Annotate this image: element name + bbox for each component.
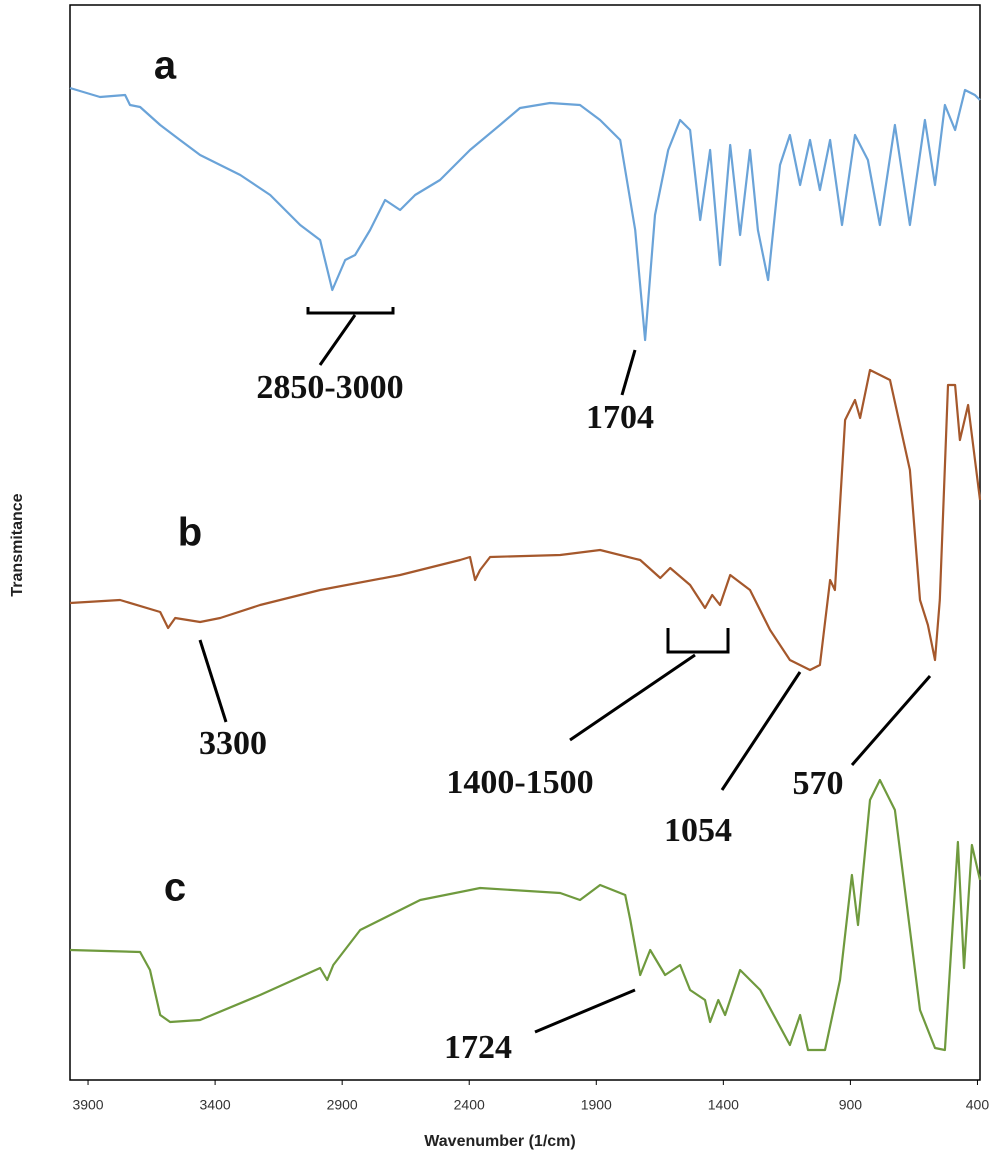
annotation: 570: [793, 765, 844, 802]
series-label: b: [178, 511, 202, 555]
x-tick-label: 1900: [581, 1097, 612, 1113]
annotation: 1400-1500: [446, 764, 593, 801]
leader: [720, 671, 802, 791]
spectrum-line: [69, 86, 981, 342]
x-tick-label: 1400: [708, 1097, 739, 1113]
x-tick-label: 3400: [200, 1097, 231, 1113]
x-tick-label: 900: [839, 1097, 863, 1113]
leader: [534, 988, 636, 1034]
annotation: 2850-3000: [256, 369, 403, 406]
annotation: 1704: [586, 399, 654, 436]
leader: [306, 307, 395, 366]
x-tick-label: 2400: [454, 1097, 485, 1113]
annotation: 3300: [199, 725, 267, 762]
leader: [569, 628, 730, 742]
x-axis-label: Wavenumber (1/cm): [424, 1133, 575, 1150]
annotation-leaders: [198, 307, 932, 1034]
spectrum-line: [69, 368, 982, 672]
leader: [620, 349, 637, 396]
y-axis-label: Transmitance: [9, 493, 26, 596]
series-label: c: [164, 866, 186, 910]
x-tick-label: 2900: [327, 1097, 358, 1113]
leader: [198, 639, 228, 723]
leader: [850, 675, 932, 766]
x-tick-label: 3900: [72, 1097, 103, 1113]
spectrum-line: [69, 778, 982, 1052]
plot-frame: [69, 4, 981, 1081]
x-tick-label: 400: [966, 1097, 990, 1113]
series-label: a: [154, 44, 177, 88]
annotation: 1724: [444, 1029, 512, 1066]
annotation: 1054: [664, 812, 732, 849]
